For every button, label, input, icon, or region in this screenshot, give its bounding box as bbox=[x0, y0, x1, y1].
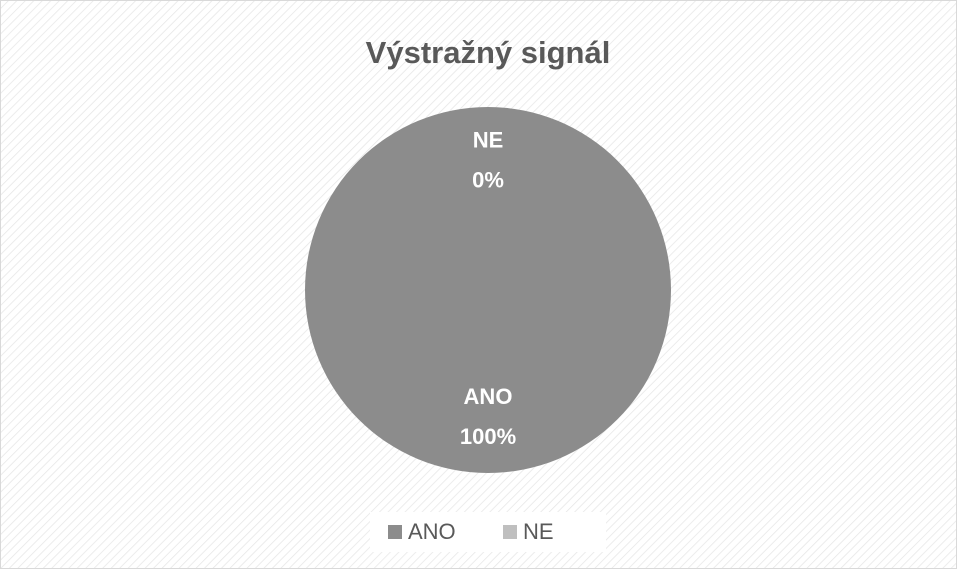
data-label-value: 100% bbox=[460, 424, 516, 449]
legend-label: ANO bbox=[408, 519, 456, 544]
data-label-category: NE bbox=[473, 128, 504, 153]
legend-swatch bbox=[388, 525, 402, 539]
chart-title: Výstražný signál bbox=[366, 35, 611, 70]
pie-slice bbox=[305, 107, 671, 473]
legend-box bbox=[370, 512, 606, 552]
legend-label: NE bbox=[523, 519, 554, 544]
data-label-category: ANO bbox=[464, 384, 513, 409]
data-label-value: 0% bbox=[472, 168, 504, 193]
legend-swatch bbox=[503, 525, 517, 539]
